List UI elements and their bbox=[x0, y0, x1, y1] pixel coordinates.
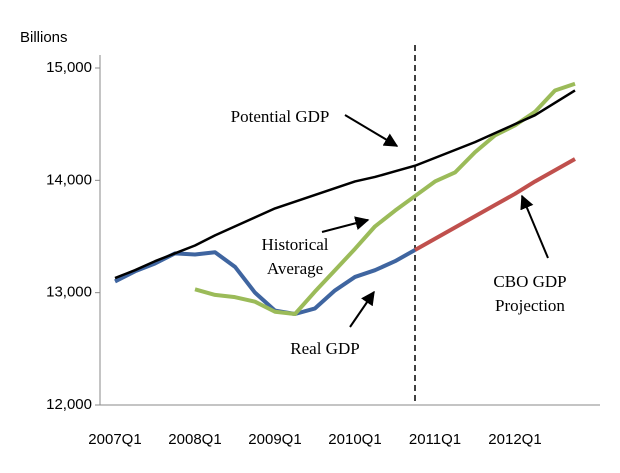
series-line bbox=[114, 89, 576, 280]
annotation: Projection bbox=[495, 296, 565, 315]
x-tick-label: 2007Q1 bbox=[88, 431, 141, 448]
arrow bbox=[520, 194, 549, 259]
annotation: Real GDP bbox=[290, 339, 359, 358]
annotation: Average bbox=[267, 259, 323, 278]
x-tick-label: 2010Q1 bbox=[328, 431, 381, 448]
y-tick-label: 12,000 bbox=[46, 396, 92, 413]
arrow bbox=[321, 216, 370, 233]
annotation: CBO GDP bbox=[493, 272, 566, 291]
series-line bbox=[414, 157, 576, 252]
y-tick-label: 13,000 bbox=[46, 284, 92, 301]
x-tick-label: 2012Q1 bbox=[488, 431, 541, 448]
y-axis-label: Billions bbox=[20, 29, 68, 46]
annotation: Potential GDP bbox=[231, 107, 330, 126]
x-tick-label: 2011Q1 bbox=[409, 431, 461, 448]
y-tick-label: 14,000 bbox=[46, 171, 92, 188]
annotation: Historical bbox=[261, 235, 328, 254]
x-tick-label: 2009Q1 bbox=[248, 431, 301, 448]
y-tick-label: 15,000 bbox=[46, 59, 92, 76]
arrow bbox=[344, 114, 399, 147]
arrow bbox=[349, 290, 375, 328]
x-tick-label: 2008Q1 bbox=[168, 431, 221, 448]
